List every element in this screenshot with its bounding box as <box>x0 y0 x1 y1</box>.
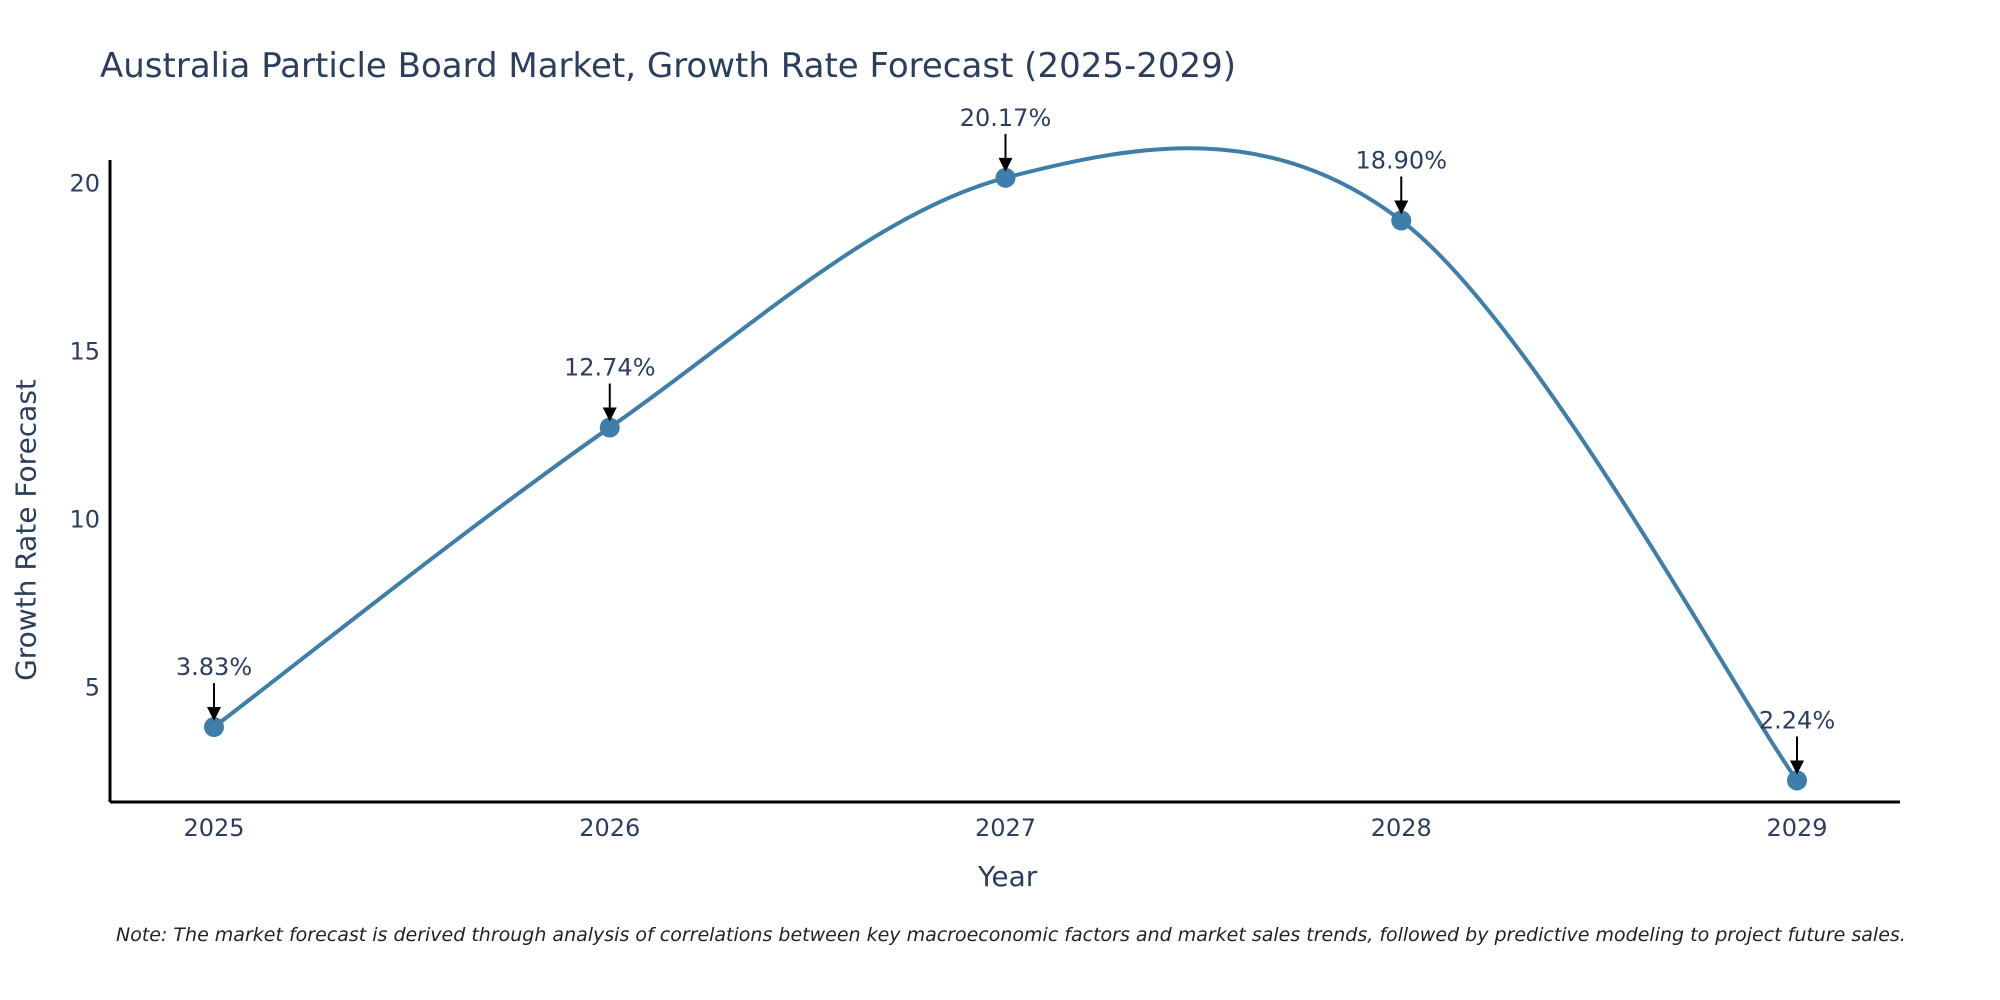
annotation-arrow-head <box>602 407 617 422</box>
x-tick-label: 2027 <box>975 814 1036 842</box>
data-label: 12.74% <box>564 354 656 382</box>
data-point <box>995 167 1016 188</box>
data-point <box>1787 770 1807 791</box>
data-label: 2.24% <box>1759 706 1835 734</box>
annotation-arrow-head <box>1790 760 1804 775</box>
marks-layer: 5 10 15 20 2025 2026 2027 2028 2029 3.83% 12.74% 20… <box>69 104 1835 842</box>
forecast-note: Note: The market forecast is derived thr… <box>116 924 1906 946</box>
x-tick-label: 2026 <box>579 814 640 842</box>
y-tick-label: 15 <box>69 338 100 366</box>
data-point <box>1391 210 1412 231</box>
y-tick-label: 20 <box>69 170 100 198</box>
y-tick-label: 5 <box>85 674 100 702</box>
chart-title: Australia Particle Board Market, Growth … <box>100 46 1237 86</box>
series-line <box>212 146 1799 783</box>
x-tick-label: 2029 <box>1766 814 1827 842</box>
data-point <box>204 717 224 738</box>
x-tick-label: 2025 <box>183 814 244 842</box>
data-label: 3.83% <box>176 653 252 681</box>
data-label: 18.90% <box>1355 147 1447 175</box>
x-tick-label: 2028 <box>1371 814 1432 842</box>
annotation-arrow-head <box>207 707 221 722</box>
data-point <box>599 417 620 438</box>
annotation-arrow-head <box>998 157 1013 172</box>
y-tick-label: 10 <box>69 506 100 534</box>
annotation-arrow-head <box>1394 200 1409 215</box>
x-axis-title: Year <box>978 860 1038 893</box>
y-axis-title: Growth Rate Forecast <box>9 379 43 681</box>
data-label: 20.17% <box>960 104 1052 132</box>
